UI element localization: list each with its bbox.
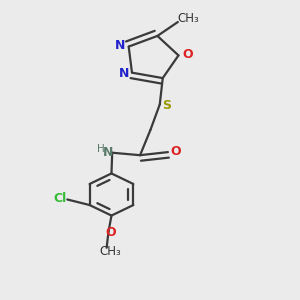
Text: O: O: [182, 48, 193, 61]
Text: O: O: [170, 145, 181, 158]
Text: H: H: [97, 144, 105, 154]
Text: CH₃: CH₃: [100, 245, 121, 258]
Text: N: N: [115, 39, 126, 52]
Text: N: N: [103, 146, 114, 159]
Text: O: O: [105, 226, 116, 239]
Text: N: N: [118, 68, 129, 80]
Text: Cl: Cl: [53, 192, 67, 205]
Text: S: S: [162, 99, 171, 112]
Text: CH₃: CH₃: [177, 12, 199, 26]
